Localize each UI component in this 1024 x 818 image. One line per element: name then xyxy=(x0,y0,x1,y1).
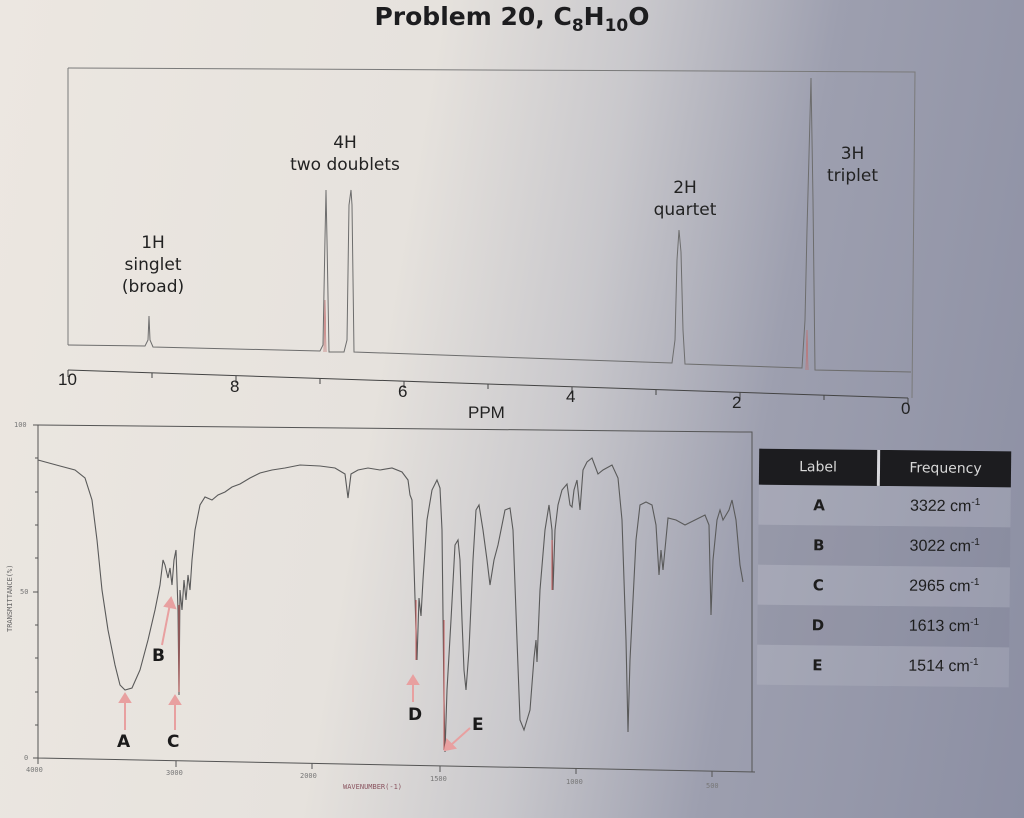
problem-title: Problem 20, C8H10O xyxy=(0,2,1024,36)
label-multiplicity: singlet xyxy=(124,255,182,275)
title-mid: H xyxy=(583,2,605,31)
row-frequency: 3322 cm-1 xyxy=(879,485,1011,528)
freq-unit: cm xyxy=(949,538,972,556)
nmr-label-1h: 1H singlet (broad) xyxy=(108,232,198,298)
peak-label-c: C xyxy=(167,732,180,752)
ir-y-axis-title: TRANSMITTANCE(%) xyxy=(6,564,14,632)
ir-frame xyxy=(37,424,753,772)
ppm-axis-title: PPM xyxy=(468,403,505,422)
nmr-plot xyxy=(67,67,916,405)
freq-unit: cm xyxy=(948,658,970,676)
arrow-a-icon xyxy=(118,692,132,703)
label-extra: (broad) xyxy=(121,277,185,297)
ir-x-tick-500: 500 xyxy=(706,782,719,790)
ir-x-tick-1500: 1500 xyxy=(430,775,447,783)
freq-unit-exp: -1 xyxy=(969,657,979,669)
label-count: 1H xyxy=(141,233,165,253)
ppm-tick-0: 0 xyxy=(901,399,911,418)
ir-y-tick-100: 100 xyxy=(14,421,27,429)
arrow-d-icon xyxy=(406,674,420,685)
label-count: 2H xyxy=(673,178,697,198)
freq-unit-exp: -1 xyxy=(970,537,980,549)
ir-trace xyxy=(37,457,744,753)
peak-arrows xyxy=(118,595,471,752)
nmr-label-3h: 3H triplet xyxy=(810,143,895,187)
header-label: Label xyxy=(758,448,881,486)
ppm-tick-8: 8 xyxy=(230,377,240,396)
table-row: C 2965 cm-1 xyxy=(757,564,1011,608)
row-frequency: 3022 cm-1 xyxy=(879,525,1011,568)
table-row: D 1613 cm-1 xyxy=(757,604,1010,648)
label-count: 3H xyxy=(840,144,865,164)
peak-label-d: D xyxy=(408,705,423,725)
table-row: B 3022 cm-1 xyxy=(758,524,1011,568)
freq-unit: cm xyxy=(949,498,972,516)
freq-unit: cm xyxy=(949,578,971,596)
ir-y-ticks xyxy=(33,424,38,759)
freq-unit-exp: -1 xyxy=(971,497,981,509)
ir-y-tick-0: 0 xyxy=(24,754,29,762)
freq-value: 1613 xyxy=(908,617,945,636)
freq-value: 2965 xyxy=(909,577,945,596)
ppm-tick-10: 10 xyxy=(58,370,77,389)
peak-label-a: A xyxy=(117,732,131,752)
label-count: 4H xyxy=(333,133,357,153)
ir-x-tick-4000: 4000 xyxy=(26,766,43,774)
header-frequency: Frequency xyxy=(879,449,1012,488)
label-multiplicity: two doublets xyxy=(290,155,400,175)
freq-value: 3322 xyxy=(909,497,946,516)
ir-trace-highlights xyxy=(178,540,553,750)
row-label: C xyxy=(757,564,880,606)
row-frequency: 1514 cm-1 xyxy=(877,645,1010,688)
nmr-top-right-border xyxy=(67,67,916,399)
row-frequency: 1613 cm-1 xyxy=(878,605,1010,648)
title-sub-8: 8 xyxy=(571,16,584,36)
freq-value: 1514 xyxy=(908,657,945,676)
table-header-row: Label Frequency xyxy=(758,448,1012,488)
row-label: B xyxy=(758,524,880,566)
table-row: A 3322 cm-1 xyxy=(758,484,1011,528)
ir-y-tick-50: 50 xyxy=(20,588,29,596)
ir-x-tick-3000: 3000 xyxy=(166,769,183,777)
row-label: D xyxy=(757,604,879,646)
ir-x-tick-2000: 2000 xyxy=(300,772,317,780)
label-multiplicity: triplet xyxy=(826,166,879,186)
peak-label-b: B xyxy=(152,646,165,666)
ppm-tick-6: 6 xyxy=(398,382,408,401)
row-label: A xyxy=(758,484,880,526)
ir-x-axis-title: WAVENUMBER(-1) xyxy=(343,783,403,791)
ir-x-ticks xyxy=(37,758,713,777)
table-row: E 1514 cm-1 xyxy=(756,644,1010,688)
freq-value: 3022 xyxy=(909,537,946,556)
nmr-ticks xyxy=(67,370,909,405)
row-frequency: 2965 cm-1 xyxy=(878,565,1011,608)
nmr-label-4h: 4H two doublets xyxy=(270,132,420,176)
ir-x-tick-1000: 1000 xyxy=(566,778,583,786)
freq-unit-exp: -1 xyxy=(970,617,980,629)
peak-label-e: E xyxy=(472,715,484,735)
freq-unit: cm xyxy=(948,618,971,636)
arrow-c-icon xyxy=(168,694,182,705)
freq-unit-exp: -1 xyxy=(970,577,980,589)
ir-plot xyxy=(33,424,756,777)
ppm-tick-2: 2 xyxy=(732,393,742,412)
nmr-label-2h: 2H quartet xyxy=(640,177,730,221)
arrow-b-icon xyxy=(163,595,177,610)
title-suffix: O xyxy=(628,2,650,31)
title-prefix: Problem 20, C xyxy=(374,2,572,31)
arrow-e-icon xyxy=(443,737,458,752)
title-sub-10: 10 xyxy=(604,16,629,36)
ppm-tick-4: 4 xyxy=(566,387,576,406)
label-multiplicity: quartet xyxy=(653,200,717,220)
row-label: E xyxy=(756,644,879,686)
ir-axes xyxy=(37,425,756,773)
frequency-table: Label Frequency A 3322 cm-1 B 3022 cm-1 … xyxy=(756,448,1012,688)
